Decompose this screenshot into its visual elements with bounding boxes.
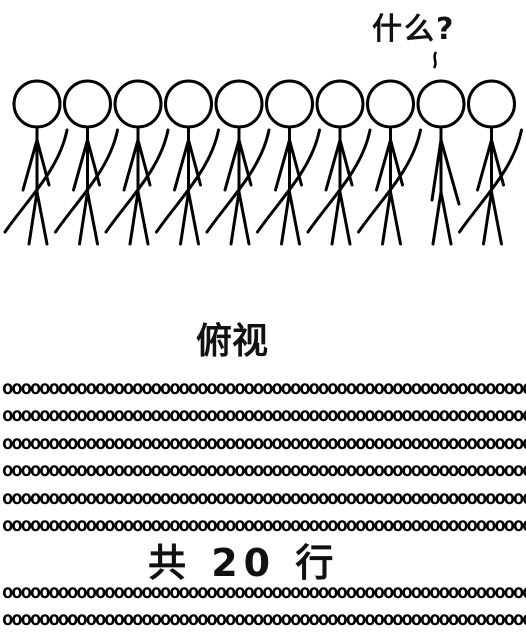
head [164,79,213,129]
body-lines [104,125,170,246]
stick-figure [256,79,321,246]
stick-figure [357,79,422,246]
head [12,79,62,129]
body-lines [54,125,119,246]
body-lines [430,125,461,246]
row-of-heads: oooooooooooooooooooooooooooooooooooooooo… [2,405,526,426]
stick-figure [458,79,523,246]
head [315,79,365,129]
head [63,79,112,129]
top-view-label: 俯视 [196,321,269,362]
speech-text: 什么? [372,12,456,47]
body-lines [458,125,523,246]
row-of-heads: oooooooooooooooooooooooooooooooooooooooo… [2,487,526,508]
row-of-heads: oooooooooooooooooooooooooooooooooooooooo… [2,609,526,630]
row-of-heads: oooooooooooooooooooooooooooooooooooooooo… [2,515,526,535]
head [265,79,314,129]
head [416,79,466,129]
crowd-of-stick-figures [3,79,523,246]
body-lines [3,125,69,246]
stick-figure [205,79,271,246]
head [214,79,264,129]
head [467,79,516,129]
confused-stick-figure [416,79,466,246]
head [366,79,415,129]
stick-figure [306,79,372,246]
stick-figure [104,79,170,246]
row-count-label: 共 20 行 [144,532,344,587]
body-lines [256,125,321,246]
row-of-heads: oooooooooooooooooooooooooooooooooooooooo… [2,432,526,453]
stick-figure [54,79,119,246]
head [113,79,163,129]
body-lines [155,125,220,246]
stick-figure [3,79,69,246]
row-of-heads: oooooooooooooooooooooooooooooooooooooooo… [2,582,526,602]
body-lines [357,125,422,246]
row-of-heads: oooooooooooooooooooooooooooooooooooooooo… [2,460,526,481]
speech-tail [432,51,438,69]
body-lines [205,125,271,246]
body-lines [306,125,372,246]
stick-figure [155,79,220,246]
row-of-heads: oooooooooooooooooooooooooooooooooooooooo… [2,378,526,398]
